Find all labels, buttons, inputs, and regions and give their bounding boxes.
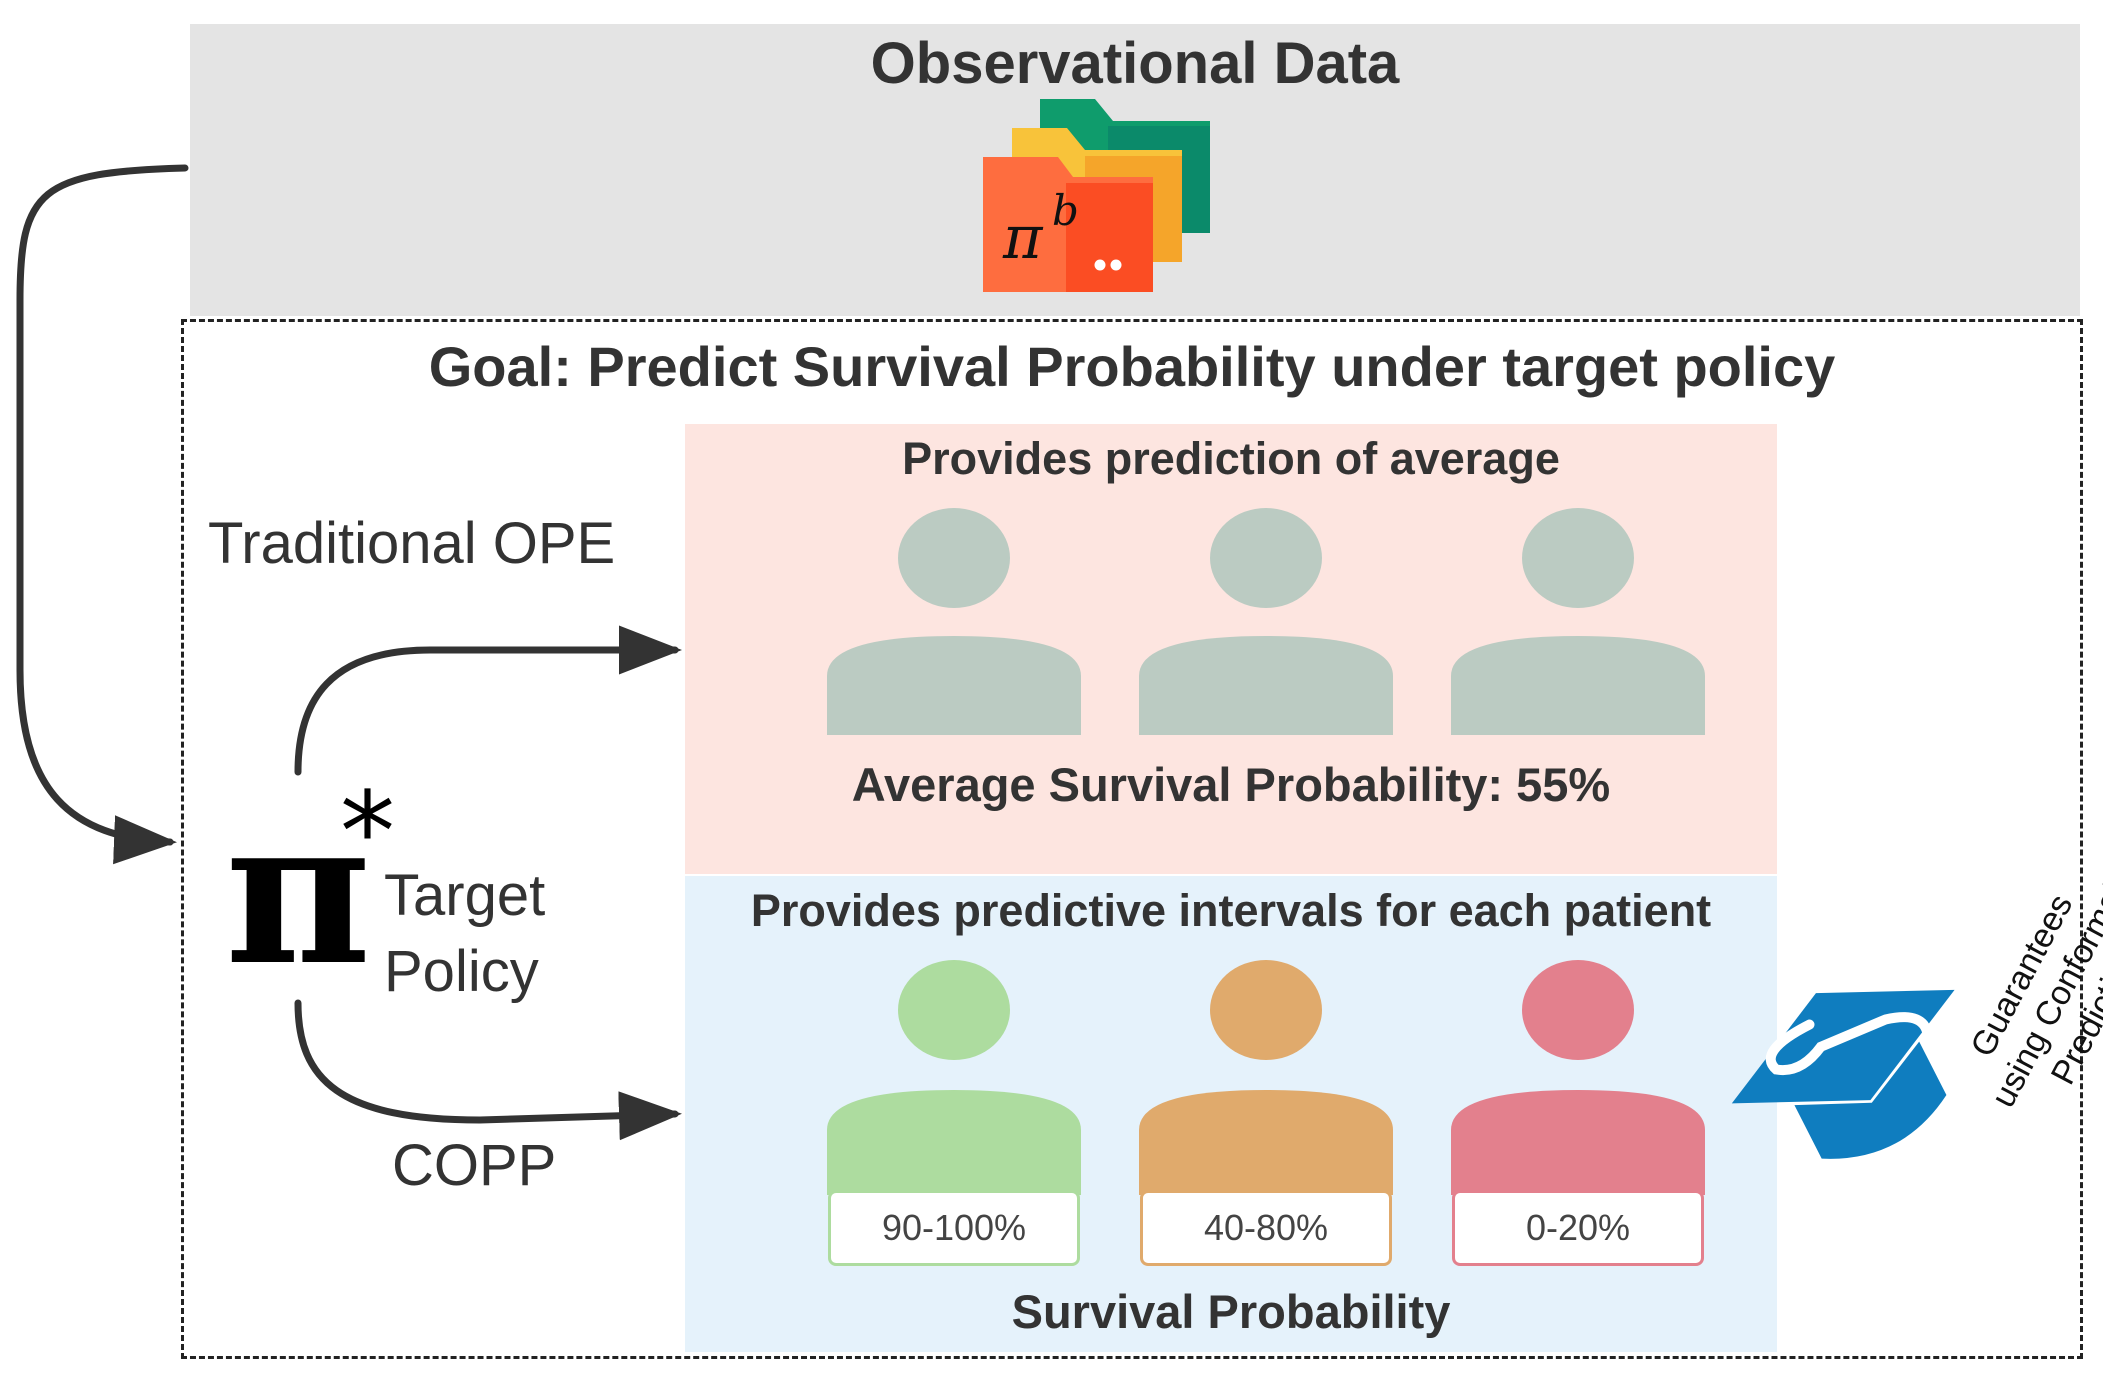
- patient-head-icon: [1210, 960, 1322, 1060]
- copp-label: COPP: [392, 1133, 557, 1198]
- copp-patient-1-icon: [827, 960, 1081, 1195]
- patient-head-icon: [1522, 508, 1634, 608]
- copp-patient-2-icon: [1139, 960, 1393, 1195]
- behavior-policy-superscript: b: [1052, 186, 1079, 235]
- observational-data-title: Observational Data: [870, 31, 1400, 96]
- copp-patients: [827, 960, 1705, 1195]
- interval-box-1: 90-100%: [828, 1190, 1080, 1266]
- policy-to-ope-arrow: [294, 625, 682, 776]
- copp-heading: Provides predictive intervals for each p…: [750, 885, 1712, 936]
- ope-patient-2-icon: [1139, 508, 1393, 735]
- target-policy-superscript: *: [340, 768, 395, 896]
- patient-body-icon: [827, 636, 1081, 735]
- patient-body-icon: [1451, 1090, 1705, 1195]
- ope-patient-3-icon: [1451, 508, 1705, 735]
- patient-head-icon: [1522, 960, 1634, 1060]
- survival-probability-label: Survival Probability: [1011, 1285, 1451, 1338]
- patient-body-icon: [1139, 1090, 1393, 1195]
- patient-body-icon: [827, 1090, 1081, 1195]
- interval-box-3: 0-20%: [1452, 1190, 1704, 1266]
- data-to-policy-arrow: [16, 164, 189, 865]
- target-policy-label: Target Policy: [384, 863, 546, 1004]
- goal-box: [181, 319, 2083, 1359]
- interval-box-2: 40-80%: [1140, 1190, 1392, 1266]
- traditional-ope-label: Traditional OPE: [208, 511, 616, 576]
- ope-patients: [827, 508, 1705, 735]
- patient-head-icon: [898, 960, 1010, 1060]
- target-policy-symbol: π: [225, 775, 371, 1010]
- patient-body-icon: [1451, 636, 1705, 735]
- policy-to-copp-arrow: [294, 999, 682, 1141]
- average-survival-label: Average Survival Probability: 55%: [851, 758, 1611, 811]
- behavior-policy-symbol: π: [1002, 203, 1044, 273]
- patient-head-icon: [898, 508, 1010, 608]
- patient-body-icon: [1139, 636, 1393, 735]
- folders-icon: π b: [983, 99, 1210, 292]
- goal-title: Goal: Predict Survival Probability under…: [428, 335, 1836, 398]
- ope-patient-1-icon: [827, 508, 1081, 735]
- conformal-prediction-icon: [1731, 989, 1955, 1159]
- patient-head-icon: [1210, 508, 1322, 608]
- copp-patient-3-icon: [1451, 960, 1705, 1195]
- ope-heading: Provides prediction of average: [902, 433, 1560, 484]
